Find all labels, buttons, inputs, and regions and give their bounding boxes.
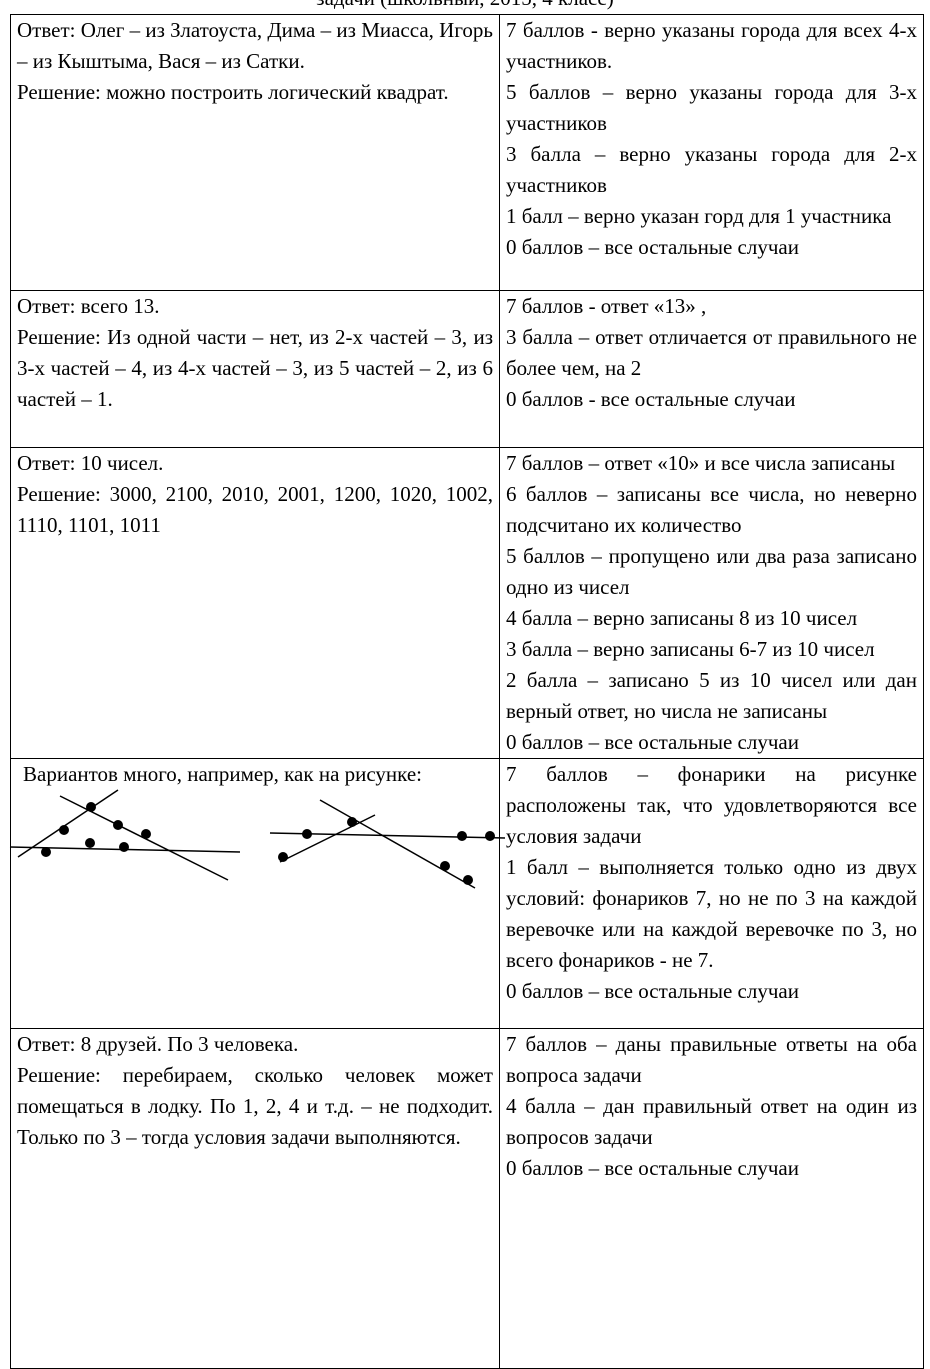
answer-cell: Ответ: 10 чисел.Решение: 3000, 2100, 201… xyxy=(11,448,500,759)
table-body: Ответ: Олег – из Златоуста, Дима – из Ми… xyxy=(11,15,924,1369)
criteria-paragraph: 1 балл – выполняется только одно из двух… xyxy=(506,852,917,976)
criteria-paragraph: 3 балла – верно указаны города для 2-х у… xyxy=(506,139,917,201)
criteria-paragraph: 0 баллов – все остальные случаи xyxy=(506,727,917,758)
criteria-paragraph: 2 балла – записано 5 из 10 чисел или дан… xyxy=(506,665,917,727)
answer-paragraph: Решение: можно построить логический квад… xyxy=(17,77,493,108)
criteria-cell: 7 баллов - ответ «13» ,3 балла – ответ о… xyxy=(500,291,924,448)
page: задачи (школьный, 2015, 4 класс) Ответ: … xyxy=(0,0,930,1337)
answer-cell: Ответ: Олег – из Златоуста, Дима – из Ми… xyxy=(11,15,500,291)
criteria-paragraph: 5 баллов – пропущено или два раза записа… xyxy=(506,541,917,603)
criteria-paragraph: 4 балла – дан правильный ответ на один и… xyxy=(506,1091,917,1153)
answer-paragraph: Решение: 3000, 2100, 2010, 2001, 1200, 1… xyxy=(17,479,493,541)
criteria-paragraph: 6 баллов – записаны все числа, но неверн… xyxy=(506,479,917,541)
criteria-paragraph: 0 баллов – все остальные случаи xyxy=(506,1153,917,1184)
answer-paragraph: Ответ: 8 друзей. По 3 человека. xyxy=(17,1029,493,1060)
criteria-paragraph: 3 балла – ответ отличается от правильног… xyxy=(506,322,917,384)
table-row: Ответ: 10 чисел.Решение: 3000, 2100, 201… xyxy=(11,448,924,759)
header-title: задачи (школьный, 2015, 4 класс) xyxy=(0,0,930,14)
criteria-paragraph: 7 баллов – фонарики на рисунке расположе… xyxy=(506,759,917,852)
answer-paragraph: Вариантов много, например, как на рисунк… xyxy=(17,759,493,790)
table-row: Ответ: всего 13.Решение: Из одной части … xyxy=(11,291,924,448)
criteria-paragraph: 0 баллов – все остальные случаи xyxy=(506,976,917,1007)
criteria-paragraph: 4 балла – верно записаны 8 из 10 чисел xyxy=(506,603,917,634)
criteria-cell: 7 баллов - верно указаны города для всех… xyxy=(500,15,924,291)
answer-paragraph: Ответ: Олег – из Златоуста, Дима – из Ми… xyxy=(17,15,493,77)
table-row: Ответ: 8 друзей. По 3 человека.Решение: … xyxy=(11,1029,924,1369)
criteria-cell: 7 баллов – фонарики на рисунке расположе… xyxy=(500,759,924,1029)
answer-paragraph: Ответ: 10 чисел. xyxy=(17,448,493,479)
criteria-cell: 7 баллов – ответ «10» и все числа записа… xyxy=(500,448,924,759)
answer-cell: Ответ: всего 13.Решение: Из одной части … xyxy=(11,291,500,448)
criteria-paragraph: 0 баллов - все остальные случаи xyxy=(506,384,917,415)
answer-paragraph: Решение: Из одной части – нет, из 2-х ча… xyxy=(17,322,493,415)
answer-paragraph: Ответ: всего 13. xyxy=(17,291,493,322)
answer-cell: Ответ: 8 друзей. По 3 человека.Решение: … xyxy=(11,1029,500,1369)
criteria-paragraph: 0 баллов – все остальные случаи xyxy=(506,232,917,263)
criteria-paragraph: 3 балла – верно записаны 6-7 из 10 чисел xyxy=(506,634,917,665)
criteria-paragraph: 7 баллов – даны правильные ответы на оба… xyxy=(506,1029,917,1091)
table-row: Ответ: Олег – из Златоуста, Дима – из Ми… xyxy=(11,15,924,291)
criteria-cell: 7 баллов – даны правильные ответы на оба… xyxy=(500,1029,924,1369)
criteria-paragraph: 5 баллов – верно указаны города для 3-х … xyxy=(506,77,917,139)
table-row: Вариантов много, например, как на рисунк… xyxy=(11,759,924,1029)
answer-paragraph: Решение: перебираем, сколько человек мож… xyxy=(17,1060,493,1153)
criteria-paragraph: 7 баллов - верно указаны города для всех… xyxy=(506,15,917,77)
criteria-table: Ответ: Олег – из Златоуста, Дима – из Ми… xyxy=(10,14,924,1369)
answer-cell: Вариантов много, например, как на рисунк… xyxy=(11,759,500,1029)
criteria-paragraph: 7 баллов - ответ «13» , xyxy=(506,291,917,322)
criteria-paragraph: 7 баллов – ответ «10» и все числа записа… xyxy=(506,448,917,479)
criteria-paragraph: 1 балл – верно указан горд для 1 участни… xyxy=(506,201,917,232)
